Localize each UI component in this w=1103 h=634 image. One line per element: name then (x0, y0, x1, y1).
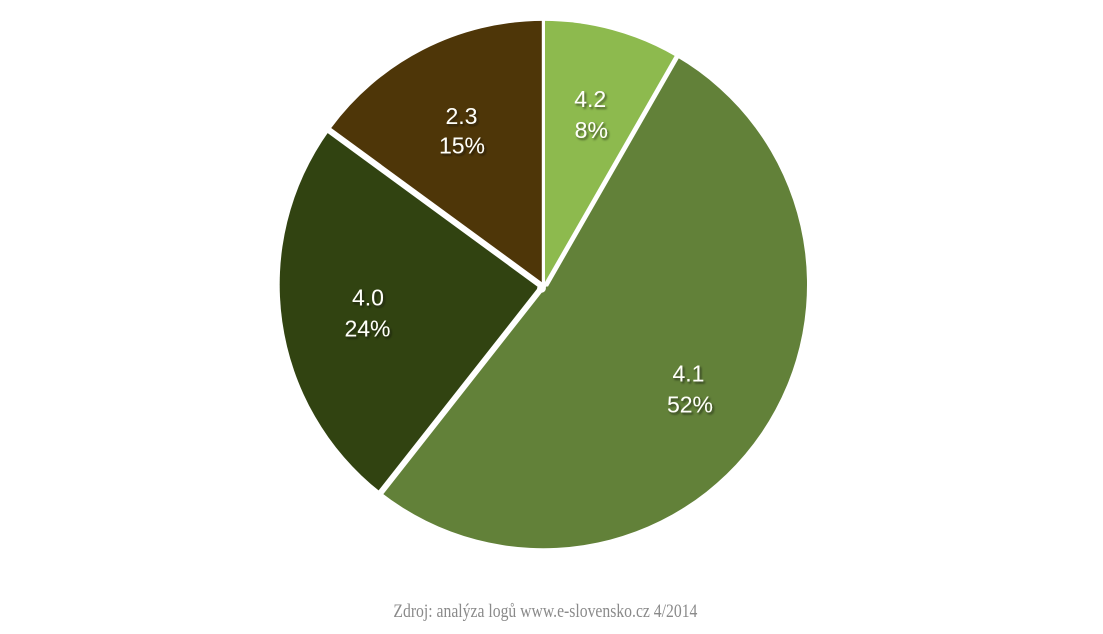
svg-text:52%: 52% (667, 392, 713, 418)
svg-text:8%: 8% (575, 117, 608, 143)
svg-text:2.3: 2.3 (446, 103, 478, 129)
svg-text:4.0: 4.0 (352, 285, 384, 311)
svg-text:15%: 15% (439, 133, 485, 159)
svg-text:Zdroj: analýza logů www.e-slov: Zdroj: analýza logů www.e-slovensko.cz 4… (393, 601, 697, 622)
svg-text:4.2: 4.2 (574, 86, 606, 112)
svg-text:24%: 24% (344, 316, 390, 342)
svg-text:4.1: 4.1 (673, 361, 705, 387)
